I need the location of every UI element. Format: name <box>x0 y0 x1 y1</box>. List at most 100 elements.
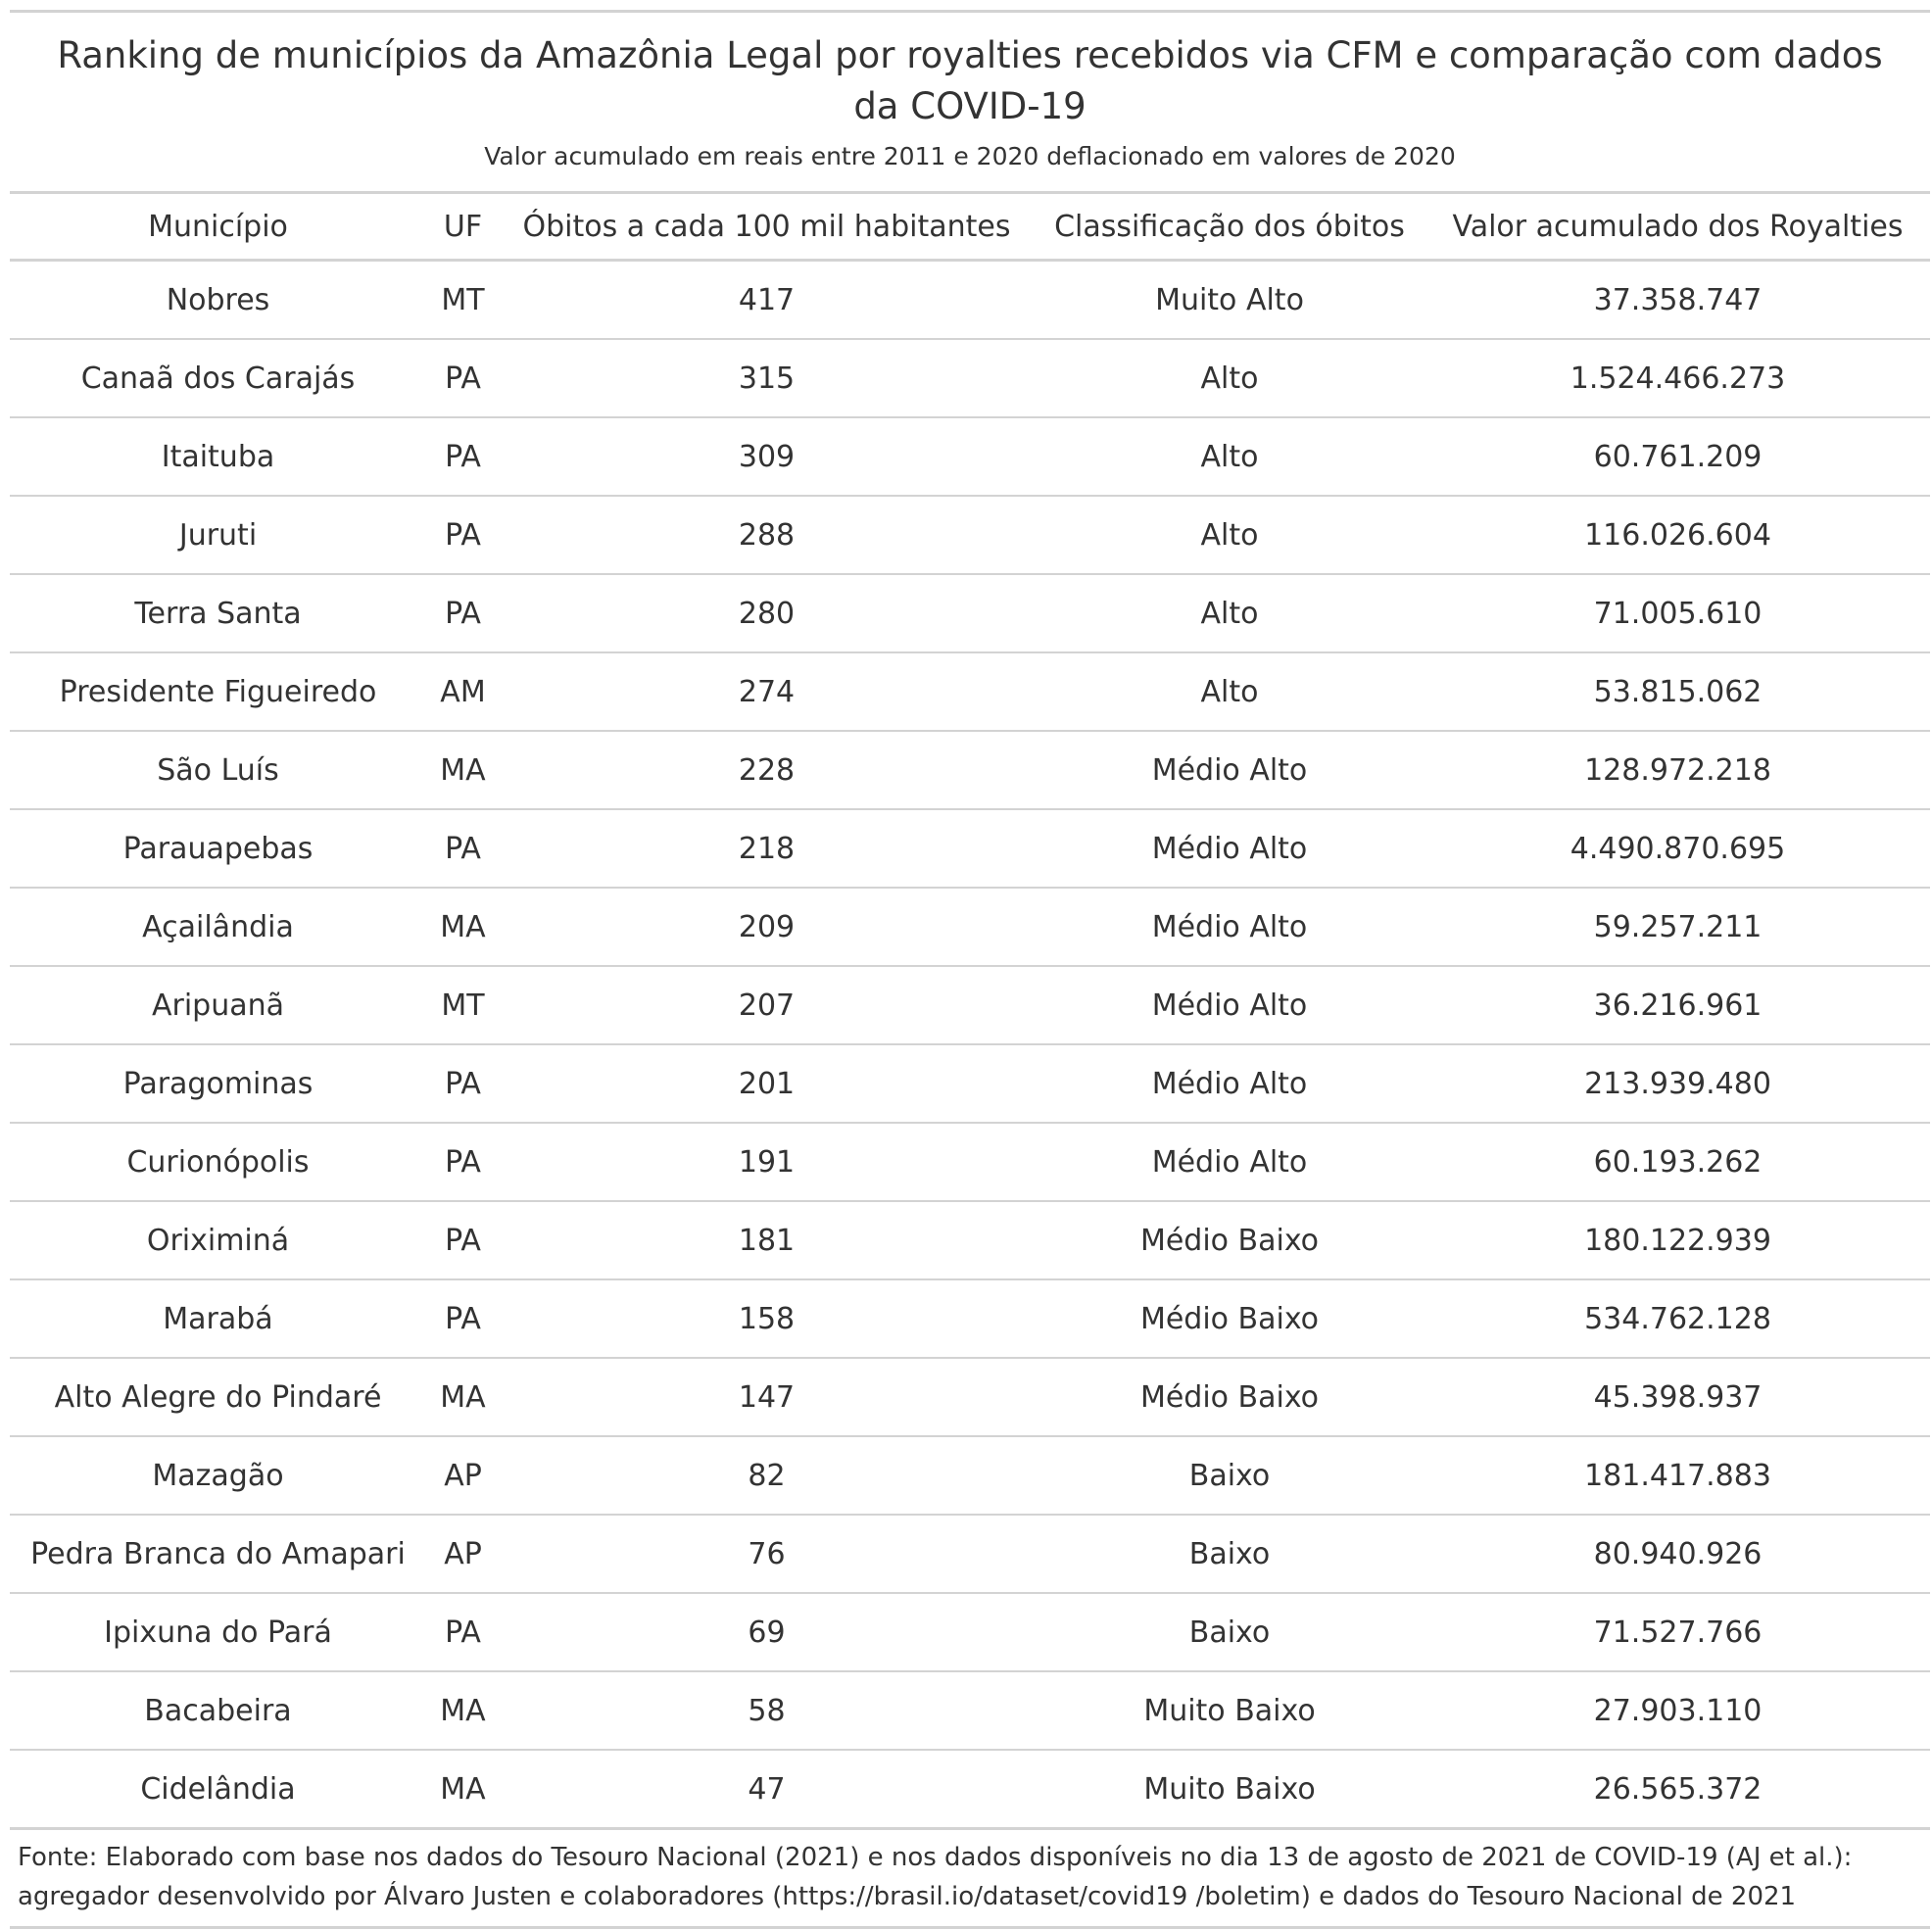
source-line-1: Fonte: Elaborado com base nos dados do T… <box>18 1843 1853 1872</box>
cell-col-uf: MT <box>426 966 500 1045</box>
cell-col-obitos: 288 <box>500 496 1034 575</box>
table-row: Curionópolis PA 191 Médio Alto 60.193.262 <box>10 1123 1930 1202</box>
cell-col-classificacao: Baixo <box>1034 1593 1425 1672</box>
cell-col-municipio: Paragominas <box>10 1044 426 1124</box>
cell-col-classificacao: Alto <box>1034 652 1425 732</box>
cell-col-uf: MT <box>426 260 500 340</box>
cell-col-classificacao: Baixo <box>1034 1436 1425 1516</box>
cell-col-municipio: Itaituba <box>10 417 426 497</box>
cell-col-royalties: 128.972.218 <box>1425 731 1930 810</box>
cell-col-classificacao: Médio Alto <box>1034 888 1425 967</box>
cell-col-classificacao: Alto <box>1034 339 1425 418</box>
cell-col-royalties: 27.903.110 <box>1425 1671 1930 1751</box>
cell-col-obitos: 47 <box>500 1750 1034 1830</box>
cell-col-uf: PA <box>426 1279 500 1359</box>
cell-col-municipio: Pedra Branca do Amapari <box>10 1515 426 1594</box>
cell-col-uf: MA <box>426 1671 500 1751</box>
cell-col-royalties: 71.005.610 <box>1425 574 1930 653</box>
cell-col-uf: AP <box>426 1515 500 1594</box>
table-row: Presidente Figueiredo AM 274 Alto 53.815.062 <box>10 652 1930 732</box>
cell-col-classificacao: Médio Alto <box>1034 1123 1425 1202</box>
cell-col-royalties: 59.257.211 <box>1425 888 1930 967</box>
table-row: Marabá PA 158 Médio Baixo 534.762.128 <box>10 1279 1930 1359</box>
cell-col-royalties: 53.815.062 <box>1425 652 1930 732</box>
cell-col-municipio: Ipixuna do Pará <box>10 1593 426 1672</box>
table-title: Ranking de municípios da Amazônia Legal … <box>57 34 1883 127</box>
table-row: Oriximiná PA 181 Médio Baixo 180.122.939 <box>10 1201 1930 1280</box>
cell-col-obitos: 58 <box>500 1671 1034 1751</box>
cell-col-royalties: 116.026.604 <box>1425 496 1930 575</box>
cell-col-obitos: 207 <box>500 966 1034 1045</box>
cell-col-uf: PA <box>426 339 500 418</box>
cell-col-classificacao: Médio Baixo <box>1034 1279 1425 1359</box>
cell-col-uf: AM <box>426 652 500 732</box>
cell-col-obitos: 82 <box>500 1436 1034 1516</box>
table-row: Mazagão AP 82 Baixo 181.417.883 <box>10 1436 1930 1516</box>
cell-col-obitos: 147 <box>500 1358 1034 1437</box>
table-row: Nobres MT 417 Muito Alto 37.358.747 <box>10 260 1930 340</box>
cell-col-obitos: 309 <box>500 417 1034 497</box>
cell-col-municipio: Nobres <box>10 260 426 340</box>
cell-col-royalties: 213.939.480 <box>1425 1044 1930 1124</box>
table-row: Parauapebas PA 218 Médio Alto 4.490.870.695 <box>10 809 1930 889</box>
cell-col-obitos: 76 <box>500 1515 1034 1594</box>
cell-col-uf: MA <box>426 888 500 967</box>
header-col-classificacao: Classificação dos óbitos <box>1034 194 1425 262</box>
cell-col-municipio: Marabá <box>10 1279 426 1359</box>
cell-col-royalties: 45.398.937 <box>1425 1358 1930 1437</box>
table-figure: Ranking de municípios da Amazônia Legal … <box>10 10 1930 1929</box>
cell-col-royalties: 60.193.262 <box>1425 1123 1930 1202</box>
cell-col-uf: PA <box>426 417 500 497</box>
table-row: Itaituba PA 309 Alto 60.761.209 <box>10 417 1930 497</box>
cell-col-classificacao: Baixo <box>1034 1515 1425 1594</box>
cell-col-royalties: 36.216.961 <box>1425 966 1930 1045</box>
cell-col-classificacao: Muito Baixo <box>1034 1671 1425 1751</box>
table-body: Nobres MT 417 Muito Alto 37.358.747 Canaã dos… <box>10 260 1930 1830</box>
cell-col-obitos: 181 <box>500 1201 1034 1280</box>
table-row: Juruti PA 288 Alto 116.026.604 <box>10 496 1930 575</box>
header-top-rule <box>10 191 1930 194</box>
cell-col-royalties: 71.527.766 <box>1425 1593 1930 1672</box>
cell-col-obitos: 417 <box>500 260 1034 340</box>
cell-col-municipio: Juruti <box>10 496 426 575</box>
cell-col-uf: PA <box>426 809 500 889</box>
cell-col-royalties: 4.490.870.695 <box>1425 809 1930 889</box>
cell-col-municipio: Mazagão <box>10 1436 426 1516</box>
cell-col-classificacao: Médio Alto <box>1034 1044 1425 1124</box>
cell-col-royalties: 181.417.883 <box>1425 1436 1930 1516</box>
cell-col-uf: PA <box>426 574 500 653</box>
cell-col-uf: MA <box>426 731 500 810</box>
source-note: Fonte: Elaborado com base nos dados do T… <box>10 1830 1930 1926</box>
table-row: Paragominas PA 201 Médio Alto 213.939.480 <box>10 1044 1930 1124</box>
cell-col-municipio: Terra Santa <box>10 574 426 653</box>
cell-col-classificacao: Médio Alto <box>1034 731 1425 810</box>
cell-col-classificacao: Alto <box>1034 496 1425 575</box>
cell-col-municipio: Parauapebas <box>10 809 426 889</box>
header-col-royalties: Valor acumulado dos Royalties <box>1425 194 1930 262</box>
cell-col-uf: MA <box>426 1750 500 1830</box>
cell-col-uf: PA <box>426 1044 500 1124</box>
header-col-obitos: Óbitos a cada 100 mil habitantes <box>500 194 1034 262</box>
table-row: Alto Alegre do Pindaré MA 147 Médio Baixo 45… <box>10 1358 1930 1437</box>
source-line-2: agregador desenvolvido por Álvaro Justen… <box>18 1882 1797 1911</box>
cell-col-obitos: 158 <box>500 1279 1034 1359</box>
cell-col-royalties: 60.761.209 <box>1425 417 1930 497</box>
cell-col-classificacao: Médio Baixo <box>1034 1201 1425 1280</box>
cell-col-uf: MA <box>426 1358 500 1437</box>
cell-col-classificacao: Alto <box>1034 574 1425 653</box>
cell-col-municipio: Alto Alegre do Pindaré <box>10 1358 426 1437</box>
cell-col-municipio: São Luís <box>10 731 426 810</box>
table-row: Aripuanã MT 207 Médio Alto 36.216.961 <box>10 966 1930 1045</box>
cell-col-municipio: Cidelândia <box>10 1750 426 1830</box>
table-row: Terra Santa PA 280 Alto 71.005.610 <box>10 574 1930 653</box>
table-row: São Luís MA 228 Médio Alto 128.972.218 <box>10 731 1930 810</box>
cell-col-obitos: 201 <box>500 1044 1034 1124</box>
header-row: Município UF Óbitos a cada 100 mil habitan… <box>10 194 1930 262</box>
cell-col-obitos: 228 <box>500 731 1034 810</box>
table-row: Pedra Branca do Amapari AP 76 Baixo 80.940.9… <box>10 1515 1930 1594</box>
ranking-table: Município UF Óbitos a cada 100 mil habitan… <box>10 194 1930 1830</box>
cell-col-classificacao: Muito Alto <box>1034 260 1425 340</box>
cell-col-obitos: 209 <box>500 888 1034 967</box>
cell-col-classificacao: Muito Baixo <box>1034 1750 1425 1830</box>
cell-col-royalties: 26.565.372 <box>1425 1750 1930 1830</box>
